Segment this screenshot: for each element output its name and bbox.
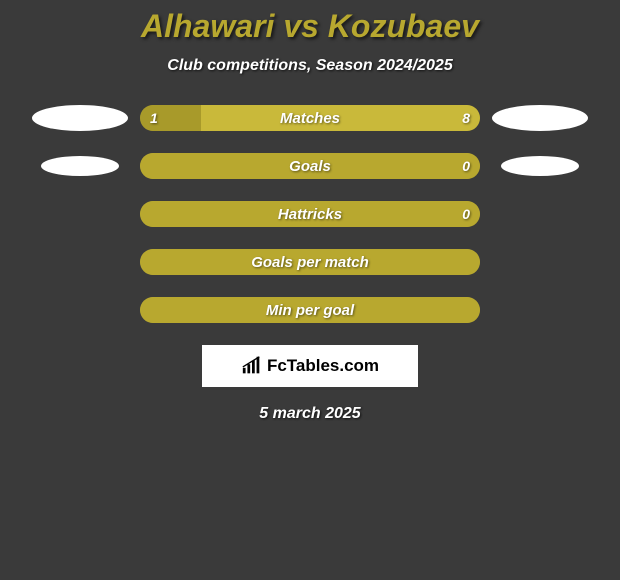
stat-bar: Matches1 8 xyxy=(140,105,480,131)
bar-label: Goals per match xyxy=(140,249,480,275)
stat-row: Goals per match xyxy=(0,249,620,275)
bar-value-left: 1 xyxy=(150,105,158,131)
logo-box[interactable]: FcTables.com xyxy=(202,345,418,387)
bars-container: Matches18Goals0Hattricks0Goals per match… xyxy=(0,105,620,323)
stat-row: Goals0 xyxy=(0,153,620,179)
stat-row: Min per goal xyxy=(0,297,620,323)
bar-value-right: 0 xyxy=(462,153,470,179)
logo: FcTables.com xyxy=(241,355,379,377)
stat-bar: Min per goal xyxy=(140,297,480,323)
bar-chart-icon xyxy=(241,355,263,377)
left-side xyxy=(20,105,140,131)
bar-label: Hattricks xyxy=(140,201,480,227)
player-marker-left xyxy=(41,156,119,176)
bar-label: Min per goal xyxy=(140,297,480,323)
stat-row: Hattricks0 xyxy=(0,201,620,227)
date-label: 5 march 2025 xyxy=(0,405,620,423)
stat-bar: Goals per match xyxy=(140,249,480,275)
stat-bar: Goals0 xyxy=(140,153,480,179)
bar-label: Matches xyxy=(140,105,480,131)
subtitle: Club competitions, Season 2024/2025 xyxy=(0,57,620,75)
right-side xyxy=(480,156,600,176)
page-title: Alhawari vs Kozubaev xyxy=(0,8,620,45)
player-marker-right xyxy=(492,105,588,131)
bar-label: Goals xyxy=(140,153,480,179)
stat-row: Matches1 8 xyxy=(0,105,620,131)
logo-text: FcTables.com xyxy=(267,356,379,376)
bar-value-right: 8 xyxy=(462,105,470,131)
stat-bar: Hattricks0 xyxy=(140,201,480,227)
right-side xyxy=(480,105,600,131)
player-marker-right xyxy=(501,156,579,176)
stats-comparison-card: Alhawari vs Kozubaev Club competitions, … xyxy=(0,0,620,423)
player-marker-left xyxy=(32,105,128,131)
left-side xyxy=(20,156,140,176)
bar-value-right: 0 xyxy=(462,201,470,227)
